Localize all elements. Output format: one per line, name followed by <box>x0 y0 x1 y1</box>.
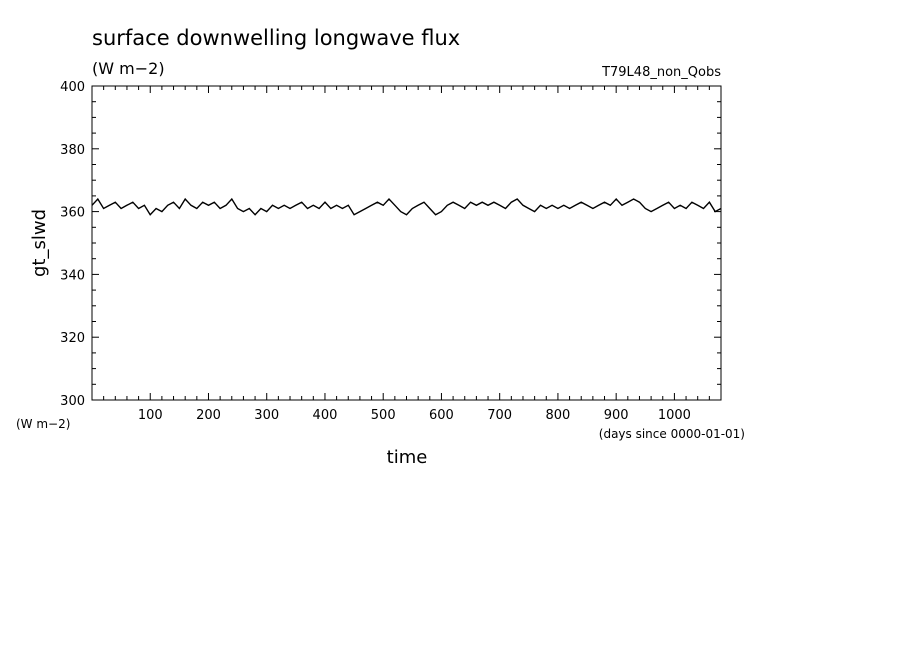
y-axis: 300 320 340 360 380 400 <box>60 80 721 409</box>
x-tick-label: 800 <box>546 408 571 423</box>
x-tick-label: 600 <box>429 408 454 423</box>
y-tick-label: 380 <box>60 143 85 158</box>
x-tick-label: 500 <box>371 408 396 423</box>
y-tick-label: 300 <box>60 394 85 409</box>
y-tick-label: 400 <box>60 80 85 95</box>
plot-frame <box>91 85 722 401</box>
x-tick-label: 300 <box>254 408 279 423</box>
x-units-label: (days since 0000-01-01) <box>599 427 745 441</box>
title-units: (W m−2) <box>92 59 165 78</box>
y-tick-label: 340 <box>60 268 85 283</box>
x-tick-label: 100 <box>138 408 163 423</box>
x-axis: 100 200 300 400 500 600 700 800 900 1000 <box>138 86 691 423</box>
x-axis-label: time <box>387 447 428 468</box>
experiment-label: T79L48_non_Qobs <box>601 65 721 80</box>
x-tick-label: 900 <box>604 408 629 423</box>
y-tick-label: 360 <box>60 206 85 221</box>
chart-title: surface downwelling longwave flux <box>92 26 460 50</box>
minor-ticks <box>92 86 721 400</box>
x-tick-label: 700 <box>487 408 512 423</box>
x-tick-label: 400 <box>313 408 338 423</box>
y-units-label: (W m−2) <box>16 417 70 431</box>
y-axis-label: gt_slwd <box>29 209 50 277</box>
x-tick-label: 200 <box>196 408 221 423</box>
y-tick-label: 320 <box>60 331 85 346</box>
series-line-gt-slwd <box>91 197 722 216</box>
x-tick-label: 1000 <box>658 408 691 423</box>
